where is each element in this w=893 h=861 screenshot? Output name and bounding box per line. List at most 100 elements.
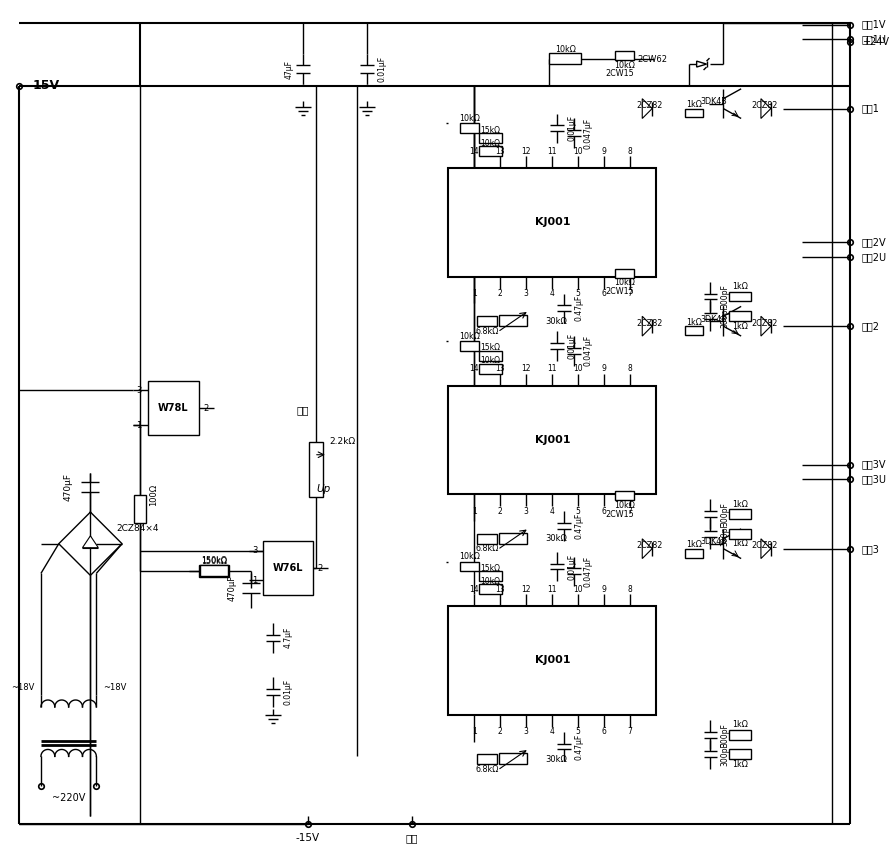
Text: 3: 3 bbox=[524, 289, 529, 298]
Text: KJ001: KJ001 bbox=[535, 655, 570, 666]
Text: 150kΩ: 150kΩ bbox=[201, 556, 227, 565]
Text: KJ001: KJ001 bbox=[535, 217, 570, 227]
Bar bbox=[309, 442, 322, 498]
Text: 10: 10 bbox=[573, 146, 583, 156]
Text: 10kΩ: 10kΩ bbox=[480, 139, 500, 148]
Bar bbox=[685, 108, 703, 117]
Bar bbox=[448, 606, 656, 715]
Text: 偏移: 偏移 bbox=[296, 406, 309, 415]
Text: ~220V: ~220V bbox=[52, 793, 86, 803]
Text: 输出2: 输出2 bbox=[862, 321, 880, 331]
Text: 300pF: 300pF bbox=[721, 742, 730, 766]
Bar bbox=[448, 386, 656, 494]
Text: 同步2U: 同步2U bbox=[862, 252, 887, 262]
Text: 1: 1 bbox=[472, 289, 477, 298]
Text: 6: 6 bbox=[602, 728, 606, 736]
Text: 3: 3 bbox=[137, 386, 142, 395]
Text: 2.2kΩ: 2.2kΩ bbox=[330, 437, 355, 446]
Text: 0.01µF: 0.01µF bbox=[567, 115, 576, 141]
Polygon shape bbox=[761, 99, 771, 119]
Text: 2: 2 bbox=[498, 728, 503, 736]
Text: 13: 13 bbox=[496, 364, 505, 373]
Bar bbox=[200, 566, 228, 576]
Bar bbox=[730, 292, 751, 301]
Bar bbox=[685, 548, 703, 558]
Text: 30kΩ: 30kΩ bbox=[545, 317, 567, 325]
Text: 2CZ82: 2CZ82 bbox=[752, 319, 778, 328]
Polygon shape bbox=[82, 536, 98, 548]
Text: 300pF: 300pF bbox=[721, 304, 730, 328]
Bar bbox=[479, 572, 502, 581]
Bar bbox=[460, 341, 480, 351]
Bar bbox=[685, 326, 703, 335]
Text: 5: 5 bbox=[576, 728, 580, 736]
Text: 100Ω: 100Ω bbox=[149, 484, 158, 506]
Text: 14: 14 bbox=[470, 146, 480, 156]
Polygon shape bbox=[761, 316, 771, 336]
Text: 11: 11 bbox=[547, 364, 557, 373]
Text: 2CZ84×4: 2CZ84×4 bbox=[117, 524, 159, 534]
Text: 3: 3 bbox=[524, 506, 529, 516]
Text: 2CZ82: 2CZ82 bbox=[636, 101, 663, 110]
Bar bbox=[730, 529, 751, 539]
Text: 0.01µF: 0.01µF bbox=[377, 56, 386, 82]
Bar bbox=[263, 541, 313, 595]
Bar bbox=[478, 754, 497, 765]
Text: 8: 8 bbox=[628, 146, 632, 156]
Text: 2CW62: 2CW62 bbox=[637, 54, 667, 64]
Text: W78L: W78L bbox=[158, 403, 188, 413]
Text: 470µF: 470µF bbox=[228, 575, 237, 601]
Bar bbox=[614, 269, 634, 278]
Bar bbox=[147, 381, 199, 435]
Text: 6.8kΩ: 6.8kΩ bbox=[476, 326, 499, 336]
Text: 2CW15: 2CW15 bbox=[605, 510, 634, 518]
Bar bbox=[730, 749, 751, 759]
Bar bbox=[499, 533, 527, 544]
Text: 0.047µF: 0.047µF bbox=[584, 556, 593, 587]
Text: 9: 9 bbox=[602, 585, 606, 594]
Text: 2CZ82: 2CZ82 bbox=[636, 542, 663, 550]
Text: 3: 3 bbox=[524, 728, 529, 736]
Text: 输出3: 输出3 bbox=[862, 543, 880, 554]
Text: 12: 12 bbox=[522, 146, 531, 156]
Text: 0.01µF: 0.01µF bbox=[283, 679, 292, 705]
Text: 2CW15: 2CW15 bbox=[605, 287, 634, 296]
Text: 同步3V: 同步3V bbox=[862, 460, 887, 469]
Text: 3DK4B: 3DK4B bbox=[700, 97, 727, 106]
Text: 同步1V: 同步1V bbox=[862, 20, 887, 29]
Text: 11: 11 bbox=[547, 585, 557, 594]
Text: 输出1: 输出1 bbox=[862, 103, 880, 114]
Text: KJ001: KJ001 bbox=[535, 435, 570, 445]
Text: 3: 3 bbox=[252, 546, 257, 555]
Text: 2: 2 bbox=[318, 564, 323, 573]
Text: 3DK4B: 3DK4B bbox=[700, 537, 727, 546]
Text: 2CZ82: 2CZ82 bbox=[636, 319, 663, 328]
Text: 3DK4B: 3DK4B bbox=[700, 315, 727, 324]
Text: 9: 9 bbox=[602, 364, 606, 373]
Bar bbox=[460, 561, 480, 572]
Text: 300pF: 300pF bbox=[721, 522, 730, 546]
Text: 47µF: 47µF bbox=[284, 59, 293, 78]
Text: 10: 10 bbox=[573, 585, 583, 594]
Text: 300pF: 300pF bbox=[721, 722, 730, 746]
Text: ~18V: ~18V bbox=[104, 683, 127, 691]
Text: ~18V: ~18V bbox=[11, 683, 34, 691]
Text: 8: 8 bbox=[628, 364, 632, 373]
Text: +24V: +24V bbox=[862, 37, 889, 47]
Text: 11: 11 bbox=[547, 146, 557, 156]
Text: 0.01µF: 0.01µF bbox=[567, 333, 576, 359]
Text: 1kΩ: 1kΩ bbox=[686, 318, 702, 326]
Bar bbox=[478, 316, 497, 326]
Text: 1: 1 bbox=[472, 728, 477, 736]
Bar bbox=[549, 53, 581, 64]
Text: 4: 4 bbox=[550, 728, 555, 736]
Text: -15V: -15V bbox=[296, 833, 320, 844]
Text: 1kΩ: 1kΩ bbox=[732, 759, 748, 769]
Text: 14: 14 bbox=[470, 364, 480, 373]
Text: 同步2V: 同步2V bbox=[862, 237, 887, 247]
Polygon shape bbox=[761, 539, 771, 559]
Bar bbox=[479, 585, 502, 594]
Bar bbox=[730, 312, 751, 321]
Text: 6.8kΩ: 6.8kΩ bbox=[476, 765, 499, 774]
Text: 15kΩ: 15kΩ bbox=[480, 344, 500, 352]
